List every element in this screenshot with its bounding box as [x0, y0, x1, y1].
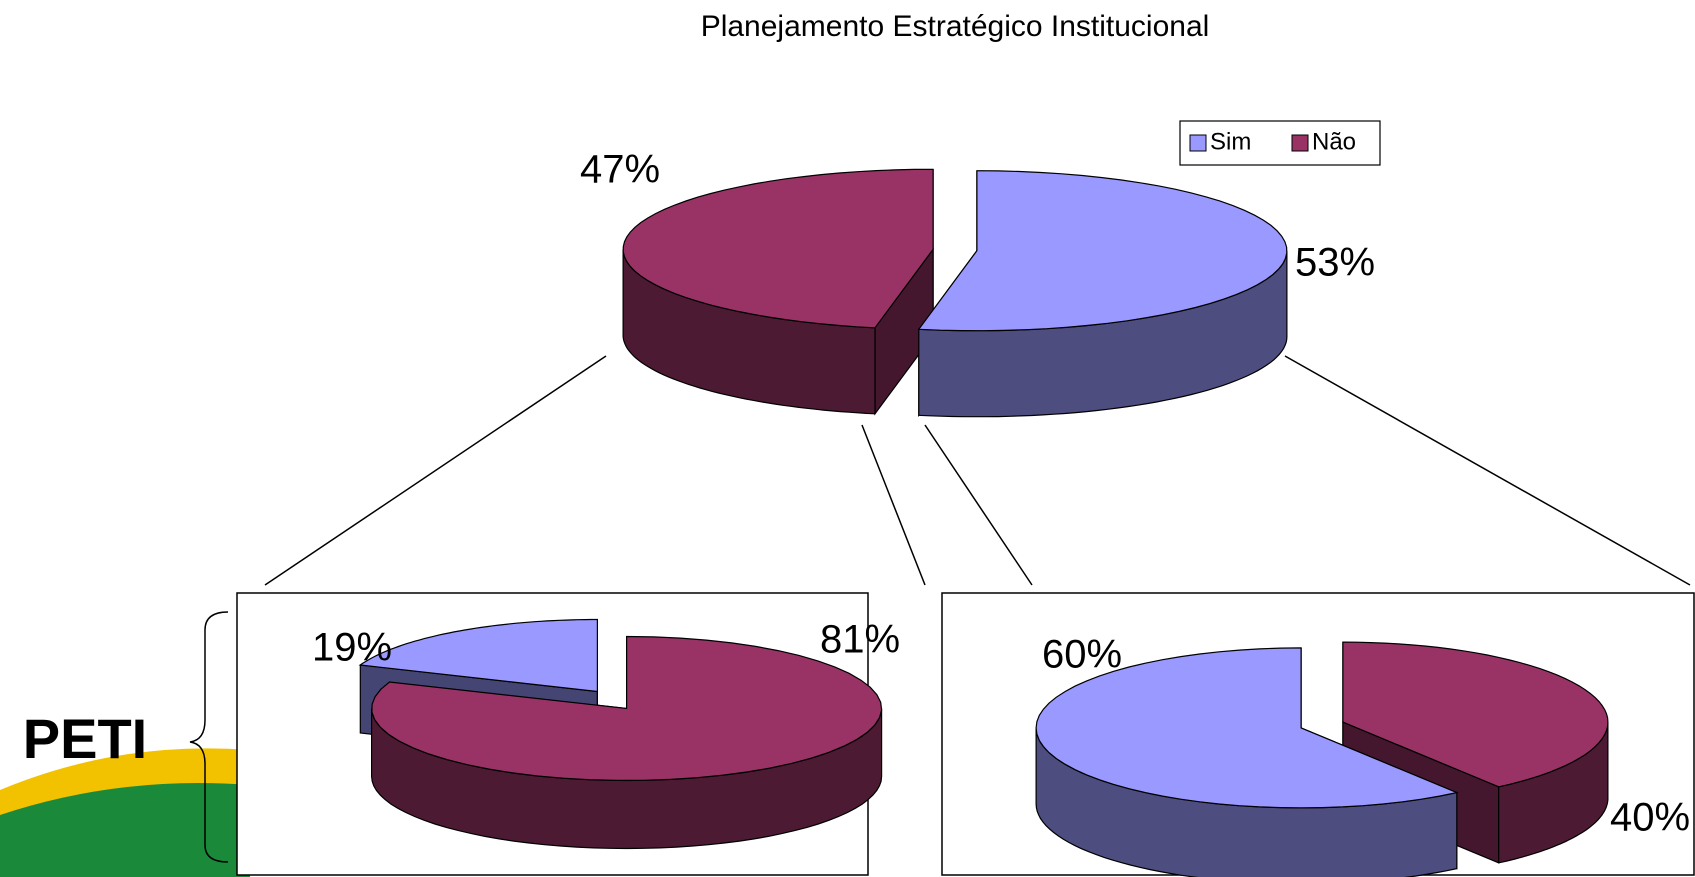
value-label: 47%	[580, 148, 660, 192]
leader-line	[1284, 355, 1691, 586]
legend-swatch	[1189, 134, 1207, 152]
legend-label: Não	[1312, 128, 1356, 155]
slice	[1342, 641, 1609, 788]
slice	[622, 168, 934, 329]
decor-green	[0, 783, 250, 877]
legend-box	[1179, 120, 1381, 166]
chart-title: Planejamento Estratégico Institucional	[701, 10, 1210, 43]
side-label: PETI	[23, 707, 147, 770]
legend-swatch	[1291, 134, 1309, 152]
legend: Sim Não	[1179, 120, 1381, 166]
leader-line	[264, 355, 607, 586]
leader-line	[924, 424, 1033, 586]
value-label: 19%	[312, 626, 392, 670]
legend-label: Sim	[1210, 128, 1251, 155]
slice	[917, 170, 1288, 332]
slice	[1035, 647, 1459, 809]
brace	[189, 611, 229, 863]
value-label: 81%	[820, 618, 900, 662]
value-label: 53%	[1295, 241, 1375, 285]
leader-line	[861, 424, 926, 586]
value-label: 40%	[1610, 796, 1690, 840]
slice	[371, 635, 883, 782]
value-label: 60%	[1042, 633, 1122, 677]
slice	[358, 618, 598, 693]
